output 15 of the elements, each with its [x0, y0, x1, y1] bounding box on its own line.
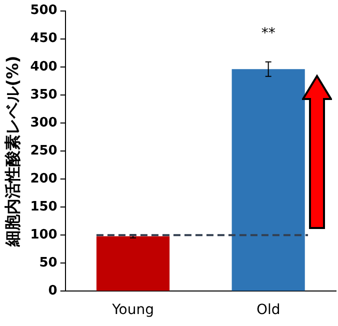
- y-tick-label: 250: [30, 143, 58, 158]
- x-tick-label: Old: [256, 302, 280, 318]
- y-tick-label: 400: [30, 59, 58, 74]
- y-tick-label: 200: [30, 171, 58, 186]
- y-tick-label: 0: [48, 284, 58, 299]
- y-tick-label: 350: [30, 87, 58, 102]
- y-tick-label: 150: [30, 199, 58, 214]
- y-tick-label: 450: [30, 31, 58, 46]
- x-tick-label: Young: [111, 302, 154, 318]
- annotation: **: [261, 25, 276, 42]
- y-tick-label: 50: [39, 256, 58, 271]
- y-tick-label: 500: [30, 3, 58, 18]
- y-tick-label: 300: [30, 115, 58, 130]
- y-tick-label: 100: [30, 227, 58, 242]
- y-axis-title: 細胞内活性酸素レベル(%): [2, 56, 22, 248]
